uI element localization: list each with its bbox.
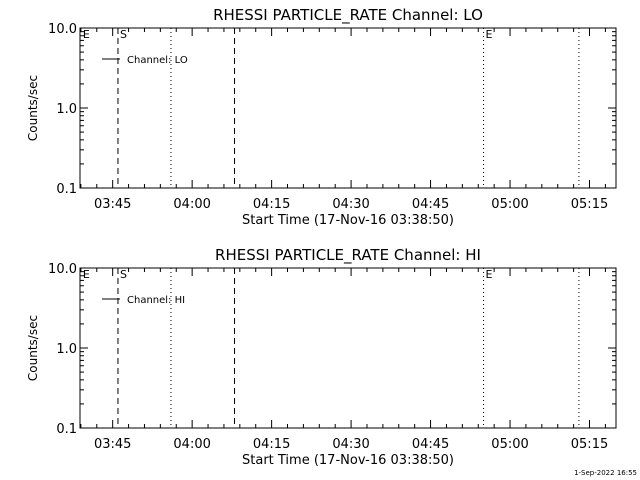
x-axis-label: Start Time (17-Nov-16 03:38:50): [242, 213, 454, 228]
x-tick-label: 05:00: [491, 437, 528, 452]
event-label-s: S: [120, 28, 127, 41]
x-tick-label: 04:45: [412, 437, 449, 452]
y-axis-label: Counts/sec: [26, 75, 40, 141]
chart-title: RHESSI PARTICLE_RATE Channel: LO: [213, 6, 483, 25]
y-axis-label: Counts/sec: [26, 315, 40, 381]
x-tick-label: 04:15: [253, 197, 290, 212]
event-label-e: E: [486, 28, 493, 41]
y-tick-label: 1.0: [56, 102, 77, 117]
x-tick-label: 03:45: [94, 437, 131, 452]
y-tick-label: 10.0: [48, 22, 77, 37]
legend-label: Channel: HI: [127, 295, 185, 306]
x-tick-label: 04:15: [253, 437, 290, 452]
plot-1: RHESSI PARTICLE_RATE Channel: LO Counts/s…: [26, 6, 617, 228]
x-tick-label: 04:00: [173, 197, 210, 212]
y-tick-label: 1.0: [56, 342, 77, 357]
event-label-e: E: [486, 268, 493, 281]
legend-label: Channel: LO: [127, 55, 188, 66]
x-tick-label: 05:15: [571, 197, 608, 212]
x-tick-label: 03:45: [94, 197, 131, 212]
x-tick-label: 04:30: [332, 437, 369, 452]
x-tick-label: 05:15: [571, 437, 608, 452]
event-label-s: S: [120, 268, 127, 281]
event-label-e: E: [83, 28, 90, 41]
event-label-e: E: [83, 268, 90, 281]
y-tick-label: 0.1: [56, 422, 77, 437]
x-tick-label: 04:00: [173, 437, 210, 452]
y-tick-label: 0.1: [56, 182, 77, 197]
plots: RHESSI PARTICLE_RATE Channel: LO Counts/s…: [26, 6, 617, 468]
x-axis-label: Start Time (17-Nov-16 03:38:50): [242, 453, 454, 468]
footer-timestamp: 1-Sep-2022 16:55: [574, 469, 637, 477]
chart-title: RHESSI PARTICLE_RATE Channel: HI: [215, 246, 481, 265]
y-tick-label: 10.0: [48, 262, 77, 277]
x-tick-label: 05:00: [491, 197, 528, 212]
x-tick-label: 04:30: [332, 197, 369, 212]
plot-2: RHESSI PARTICLE_RATE Channel: HI Counts/s…: [26, 246, 617, 468]
x-tick-label: 04:45: [412, 197, 449, 212]
